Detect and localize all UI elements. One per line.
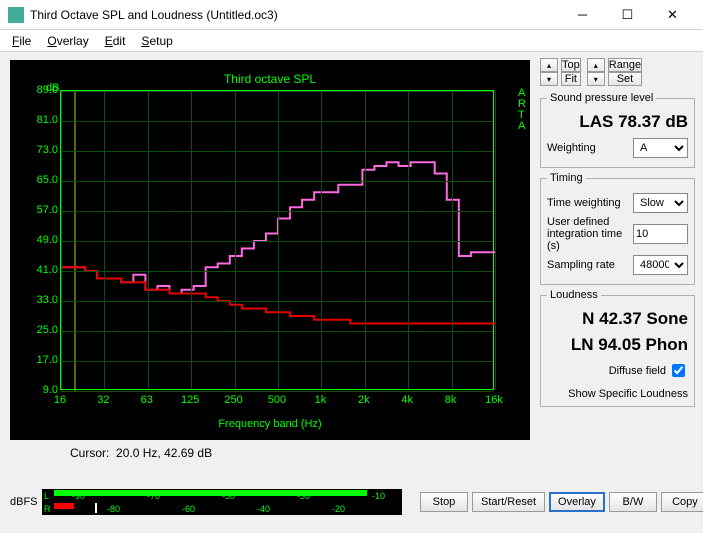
x-axis-unit: Frequency band (Hz) <box>10 418 530 430</box>
weighting-select[interactable]: A <box>633 138 688 158</box>
chart-panel: Third octave SPL dB ARTA Frequency band … <box>10 60 530 460</box>
fit-button[interactable]: Fit <box>561 72 581 86</box>
client-area: Third octave SPL dB ARTA Frequency band … <box>0 52 703 533</box>
y-tick-label: 49.0 <box>18 234 58 246</box>
sampling-label: Sampling rate <box>547 259 633 271</box>
x-tick-label: 63 <box>132 394 162 406</box>
bottom-buttons: Stop Start/Reset Overlay B/W Copy <box>420 492 703 512</box>
x-tick-label: 125 <box>175 394 205 406</box>
spl-legend: Sound pressure level <box>547 92 656 104</box>
meter-r-marker <box>95 503 97 513</box>
stop-button[interactable]: Stop <box>420 492 468 512</box>
dbfs-label: dBFS <box>10 496 38 508</box>
overlay-button[interactable]: Overlay <box>549 492 605 512</box>
integration-input[interactable] <box>633 224 688 244</box>
spl-group: Sound pressure level LAS 78.37 dB Weight… <box>540 92 695 168</box>
y-tick-label: 89.0 <box>18 84 58 96</box>
chart-title: Third octave SPL <box>10 72 530 86</box>
dbfs-panel: dBFS L -90-70-50-30-10 R -80-60-40-20 <box>10 488 410 516</box>
show-loudness-label: Show Specific Loudness <box>568 388 688 400</box>
copy-button[interactable]: Copy <box>661 492 703 512</box>
close-button[interactable]: ✕ <box>650 1 695 29</box>
loudness-group: Loudness N 42.37 Sone LN 94.05 Phon Diff… <box>540 289 695 407</box>
menu-file[interactable]: File <box>4 32 39 50</box>
x-tick-label: 500 <box>262 394 292 406</box>
meter-r-label: R <box>44 504 51 514</box>
x-tick-label: 2k <box>349 394 379 406</box>
time-weighting-select[interactable]: Slow <box>633 193 688 213</box>
x-tick-label: 8k <box>436 394 466 406</box>
chart-canvas: Third octave SPL dB ARTA Frequency band … <box>10 60 530 440</box>
arta-watermark: ARTA <box>518 88 526 132</box>
top-button[interactable]: Top <box>561 58 581 72</box>
spl-reading: LAS 78.37 dB <box>547 112 688 132</box>
weighting-label: Weighting <box>547 142 633 154</box>
ln-reading: LN 94.05 Phon <box>547 335 688 355</box>
y-tick-label: 17.0 <box>18 354 58 366</box>
x-tick-label: 4k <box>392 394 422 406</box>
menubar: File Overlay Edit Setup <box>0 30 703 52</box>
y-tick-label: 41.0 <box>18 264 58 276</box>
y-tick-label: 81.0 <box>18 114 58 126</box>
timing-group: Timing Time weighting Slow User defined … <box>540 172 695 285</box>
top-down-button[interactable]: ▾ <box>540 72 558 86</box>
top-up-button[interactable]: ▴ <box>540 58 558 72</box>
x-tick-label: 16 <box>45 394 75 406</box>
menu-overlay[interactable]: Overlay <box>39 32 96 50</box>
meter-r-bar <box>54 503 74 509</box>
n-reading: N 42.37 Sone <box>547 309 688 329</box>
dbfs-meter: L -90-70-50-30-10 R -80-60-40-20 <box>42 489 402 515</box>
app-icon <box>8 7 24 23</box>
integration-label: User defined integration time (s) <box>547 216 633 252</box>
x-tick-label: 250 <box>219 394 249 406</box>
loudness-legend: Loudness <box>547 289 601 301</box>
start-reset-button[interactable]: Start/Reset <box>472 492 545 512</box>
titlebar: Third Octave SPL and Loudness (Untitled.… <box>0 0 703 30</box>
range-down-button[interactable]: ▾ <box>587 72 605 86</box>
meter-l-label: L <box>44 491 49 501</box>
meter-l-bar <box>54 490 367 496</box>
diffuse-label: Diffuse field <box>609 365 666 377</box>
x-tick-label: 32 <box>88 394 118 406</box>
x-tick-label: 16k <box>479 394 509 406</box>
maximize-button[interactable]: ☐ <box>605 1 650 29</box>
minimize-button[interactable]: ─ <box>560 1 605 29</box>
window-title: Third Octave SPL and Loudness (Untitled.… <box>30 8 560 22</box>
diffuse-checkbox[interactable] <box>672 364 685 377</box>
y-tick-label: 25.0 <box>18 324 58 336</box>
y-tick-label: 65.0 <box>18 174 58 186</box>
plot-area[interactable] <box>60 90 494 390</box>
menu-edit[interactable]: Edit <box>97 32 134 50</box>
set-button[interactable]: Set <box>608 72 642 86</box>
x-tick-label: 1k <box>305 394 335 406</box>
time-weighting-label: Time weighting <box>547 197 633 209</box>
range-button[interactable]: Range <box>608 58 642 72</box>
range-up-button[interactable]: ▴ <box>587 58 605 72</box>
y-tick-label: 73.0 <box>18 144 58 156</box>
bw-button[interactable]: B/W <box>609 492 657 512</box>
y-tick-label: 33.0 <box>18 294 58 306</box>
y-tick-label: 57.0 <box>18 204 58 216</box>
sampling-select[interactable]: 48000 <box>633 255 688 275</box>
right-panel: ▴ ▾ Top Fit ▴ ▾ Range Set Sound pressure… <box>540 58 695 411</box>
menu-setup[interactable]: Setup <box>133 32 180 50</box>
timing-legend: Timing <box>547 172 586 184</box>
cursor-readout: Cursor: 20.0 Hz, 42.69 dB <box>70 446 212 460</box>
